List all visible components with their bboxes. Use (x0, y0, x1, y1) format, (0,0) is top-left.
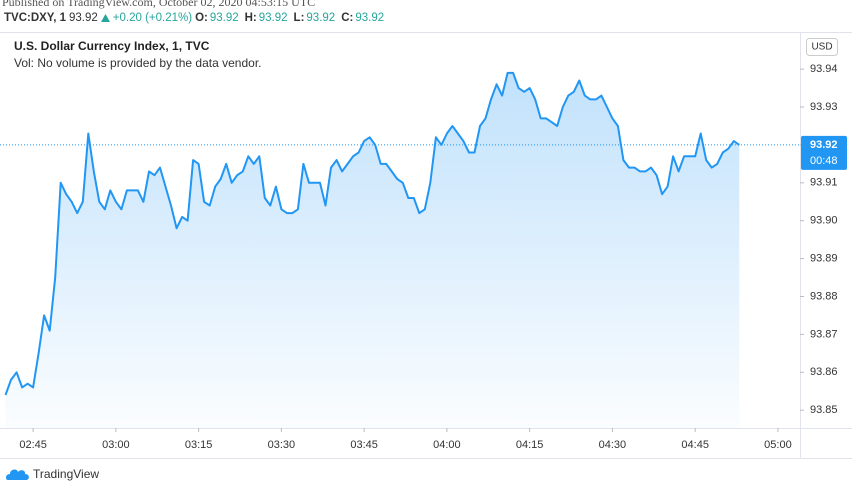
last-price: 93.92 (69, 12, 98, 24)
symbol-bar: TVC:DXY, 1 93.92 +0.20 (+0.21%) O: 93.92 H… (4, 12, 388, 24)
chart-title: U.S. Dollar Currency Index, 1, TVC (14, 39, 210, 53)
chart: U.S. Dollar Currency Index, 1, TVC Vol: … (0, 32, 852, 459)
y-tick-label: 93.85 (810, 404, 838, 416)
change: +0.20 (+0.21%) (112, 12, 193, 24)
ohlc-value: 93.92 (306, 12, 336, 24)
logo (6, 469, 29, 480)
ohlc-value: 93.92 (355, 12, 385, 24)
last-price-label: 93.92 (810, 139, 838, 151)
x-tick-label: 03:45 (350, 439, 378, 451)
ohlc-value: 93.92 (209, 12, 239, 24)
x-tick-label: 04:15 (516, 439, 544, 451)
y-tick-label: 93.86 (810, 366, 838, 378)
x-tick-label: 04:00 (433, 439, 461, 451)
y-tick-label: 93.88 (810, 290, 838, 302)
ohlc-label: C: (341, 12, 354, 24)
y-tick-label: 93.89 (810, 253, 838, 265)
footer: TradingView (6, 467, 99, 481)
x-tick-label: 05:00 (764, 439, 792, 451)
x-tick-label: 03:15 (185, 439, 213, 451)
ohlc: O: 93.92 H: 93.92 L: 93.92 C: 93.92 (195, 12, 388, 24)
last-price-badge (801, 135, 847, 170)
y-tick-label: 93.94 (810, 63, 838, 75)
chart-subtitle: Vol: No volume is provided by the data v… (14, 56, 261, 70)
countdown: 00:48 (810, 155, 838, 167)
price-line (4, 71, 740, 396)
brand: TradingView (33, 467, 100, 481)
y-tick-label: 93.91 (810, 177, 838, 189)
x-tick-label: 02:45 (19, 439, 47, 451)
y-tick-label: 93.87 (810, 328, 838, 340)
x-tick-label: 04:45 (681, 439, 709, 451)
y-tick-label: 93.93 (810, 101, 838, 113)
published-note: Published on TradingView.com, October 02… (2, 0, 316, 9)
up-arrow (100, 14, 110, 22)
ohlc-label: L: (293, 12, 305, 24)
ohlc-value: 93.92 (258, 12, 288, 24)
ohlc-label: O: (195, 12, 208, 24)
area-fill (5, 72, 740, 429)
x-tick-label: 03:00 (102, 439, 130, 451)
y-tick-label: 93.90 (810, 215, 838, 227)
x-tick-label: 04:30 (599, 439, 627, 451)
currency-button[interactable] (806, 38, 838, 56)
symbol: TVC:DXY, 1 (4, 12, 66, 24)
currency-label[interactable]: USD (811, 42, 832, 53)
x-tick-label: 03:30 (268, 439, 296, 451)
ohlc-label: H: (244, 12, 257, 24)
